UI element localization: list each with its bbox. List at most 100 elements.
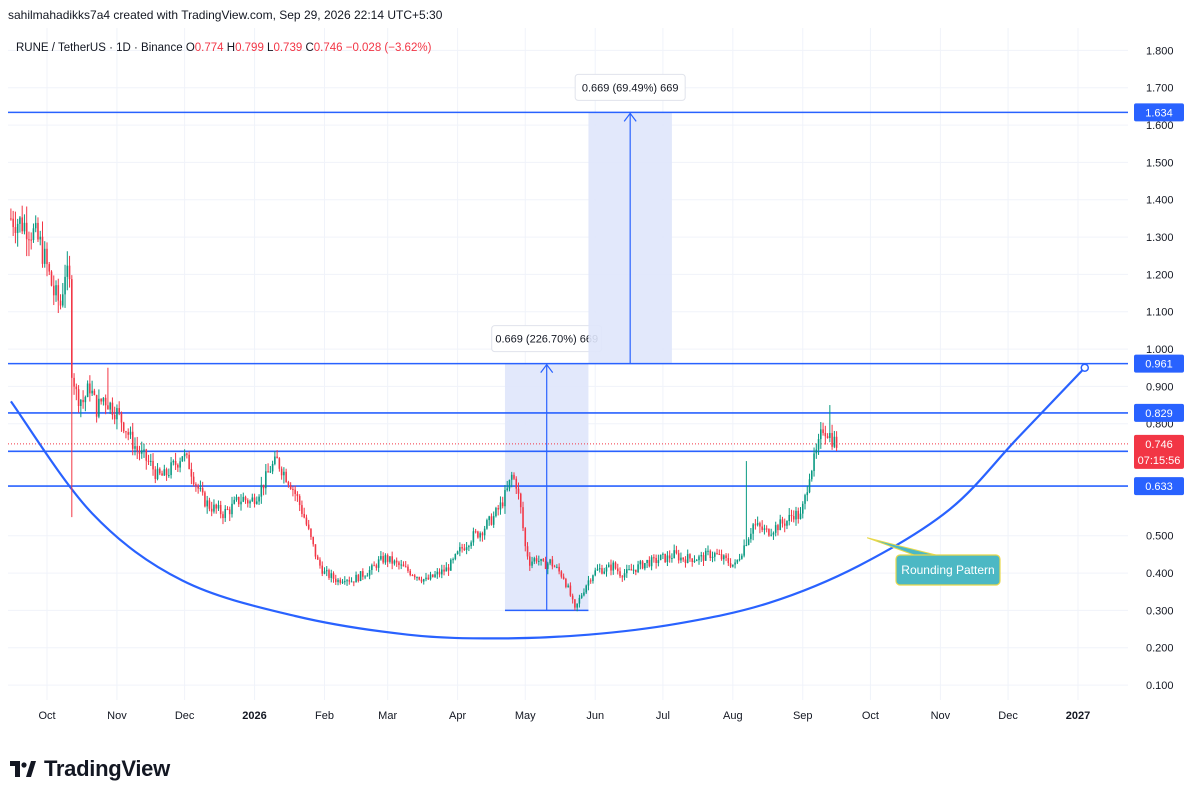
candle-body bbox=[783, 523, 786, 526]
candle-body bbox=[267, 471, 269, 473]
callout-label: Rounding Pattern bbox=[901, 563, 994, 577]
candle-body bbox=[790, 514, 793, 517]
ohlc-open: 0.774 bbox=[194, 42, 224, 54]
candle-body bbox=[427, 577, 430, 580]
candle-body bbox=[465, 547, 468, 550]
candle-body bbox=[118, 408, 120, 413]
candle-body bbox=[159, 468, 161, 474]
candle-body bbox=[635, 569, 637, 573]
candle-body bbox=[278, 458, 281, 469]
candle-body bbox=[596, 569, 599, 571]
candle-body bbox=[41, 236, 44, 264]
candle-body bbox=[411, 574, 414, 576]
measure-label: 0.669 (69.49%) 669 bbox=[582, 82, 679, 94]
candle-body bbox=[623, 573, 626, 578]
candle-body bbox=[395, 560, 398, 563]
candle-body bbox=[630, 569, 633, 571]
candle-body bbox=[700, 555, 703, 557]
candle-body bbox=[66, 265, 69, 277]
price-axis-tick: 0.200 bbox=[1146, 643, 1174, 655]
candle-body bbox=[504, 490, 506, 507]
time-axis-tick: Dec bbox=[175, 710, 195, 722]
price-axis-tick: 1.000 bbox=[1146, 344, 1174, 356]
candle-body bbox=[759, 523, 761, 527]
candle-body bbox=[210, 508, 213, 512]
candle-body bbox=[741, 555, 743, 559]
candle-body bbox=[813, 453, 815, 471]
candle-body bbox=[366, 575, 369, 577]
candle-body bbox=[231, 503, 233, 515]
candle-body bbox=[274, 456, 276, 465]
candle-body bbox=[323, 571, 326, 574]
candle-body bbox=[664, 553, 666, 563]
candle-body bbox=[93, 390, 96, 395]
candle-body bbox=[639, 561, 642, 565]
candle-body bbox=[443, 569, 445, 572]
candle-body bbox=[364, 576, 366, 578]
candle-body bbox=[831, 433, 833, 447]
measure-label-box bbox=[574, 73, 686, 101]
candle-body bbox=[445, 567, 448, 572]
time-axis: Oct Nov Dec 2026 Feb Mar Apr May Jun Jul Aug Sep Oct… bbox=[38, 710, 1090, 722]
candle-body bbox=[779, 519, 781, 531]
candle-body bbox=[434, 574, 436, 577]
candle-body bbox=[441, 569, 443, 575]
candle-body bbox=[285, 471, 287, 483]
candle-body bbox=[391, 556, 393, 564]
candle-body bbox=[540, 558, 542, 561]
tradingview-logo[interactable]: TradingView bbox=[10, 756, 170, 782]
candle-body bbox=[303, 513, 305, 518]
candle-body bbox=[580, 595, 583, 598]
candle-body bbox=[292, 489, 294, 491]
candle-body bbox=[134, 446, 136, 449]
candle-body bbox=[436, 571, 439, 575]
candle-body bbox=[280, 468, 283, 476]
candle-body bbox=[815, 449, 818, 454]
candle-body bbox=[713, 553, 716, 557]
candle-body bbox=[181, 456, 184, 462]
time-axis-tick: 2027 bbox=[1066, 710, 1090, 722]
candle-body bbox=[409, 570, 412, 575]
candle-body bbox=[201, 488, 204, 493]
candle-body bbox=[253, 497, 256, 504]
candle-body bbox=[145, 449, 148, 461]
candle-body bbox=[612, 562, 615, 571]
time-axis-tick: May bbox=[515, 710, 536, 722]
candle-body bbox=[120, 412, 123, 423]
candle-body bbox=[768, 528, 770, 536]
candle-body bbox=[479, 533, 481, 538]
candle-body bbox=[373, 565, 375, 567]
candle-body bbox=[116, 408, 118, 420]
ohlc-change: −0.028 (−3.62%) bbox=[345, 42, 432, 54]
candle-body bbox=[222, 514, 224, 519]
candle-body bbox=[359, 571, 362, 582]
candle-body bbox=[161, 473, 163, 476]
time-axis-tick: Oct bbox=[38, 710, 55, 722]
level-price-tag-label: 0.961 bbox=[1145, 359, 1173, 371]
candle-body bbox=[461, 547, 463, 549]
candle-body bbox=[657, 560, 660, 564]
candle-body bbox=[328, 570, 330, 578]
candle-body bbox=[646, 559, 648, 564]
candle-body bbox=[614, 562, 617, 569]
candle-body bbox=[684, 559, 687, 563]
candle-body bbox=[377, 559, 380, 568]
candle-body bbox=[353, 581, 355, 583]
candle-body bbox=[734, 562, 736, 565]
candle-body bbox=[824, 432, 827, 437]
candle-body bbox=[398, 562, 400, 566]
candle-body bbox=[183, 453, 186, 457]
time-axis-tick: Nov bbox=[931, 710, 951, 722]
candle-body bbox=[495, 508, 497, 517]
candle-body bbox=[553, 566, 556, 568]
candle-body bbox=[206, 500, 208, 507]
candle-body bbox=[39, 236, 42, 240]
candle-body bbox=[704, 550, 707, 561]
candle-body bbox=[62, 294, 64, 306]
candle-body bbox=[560, 571, 563, 577]
price-chart[interactable]: 0.669 (226.70%) 669 0.669 (69.49%) 669 Rou… bbox=[0, 28, 1200, 733]
candle-body bbox=[98, 398, 100, 417]
candle-body bbox=[10, 218, 12, 220]
candle-body bbox=[628, 569, 630, 571]
candle-body bbox=[197, 485, 199, 489]
